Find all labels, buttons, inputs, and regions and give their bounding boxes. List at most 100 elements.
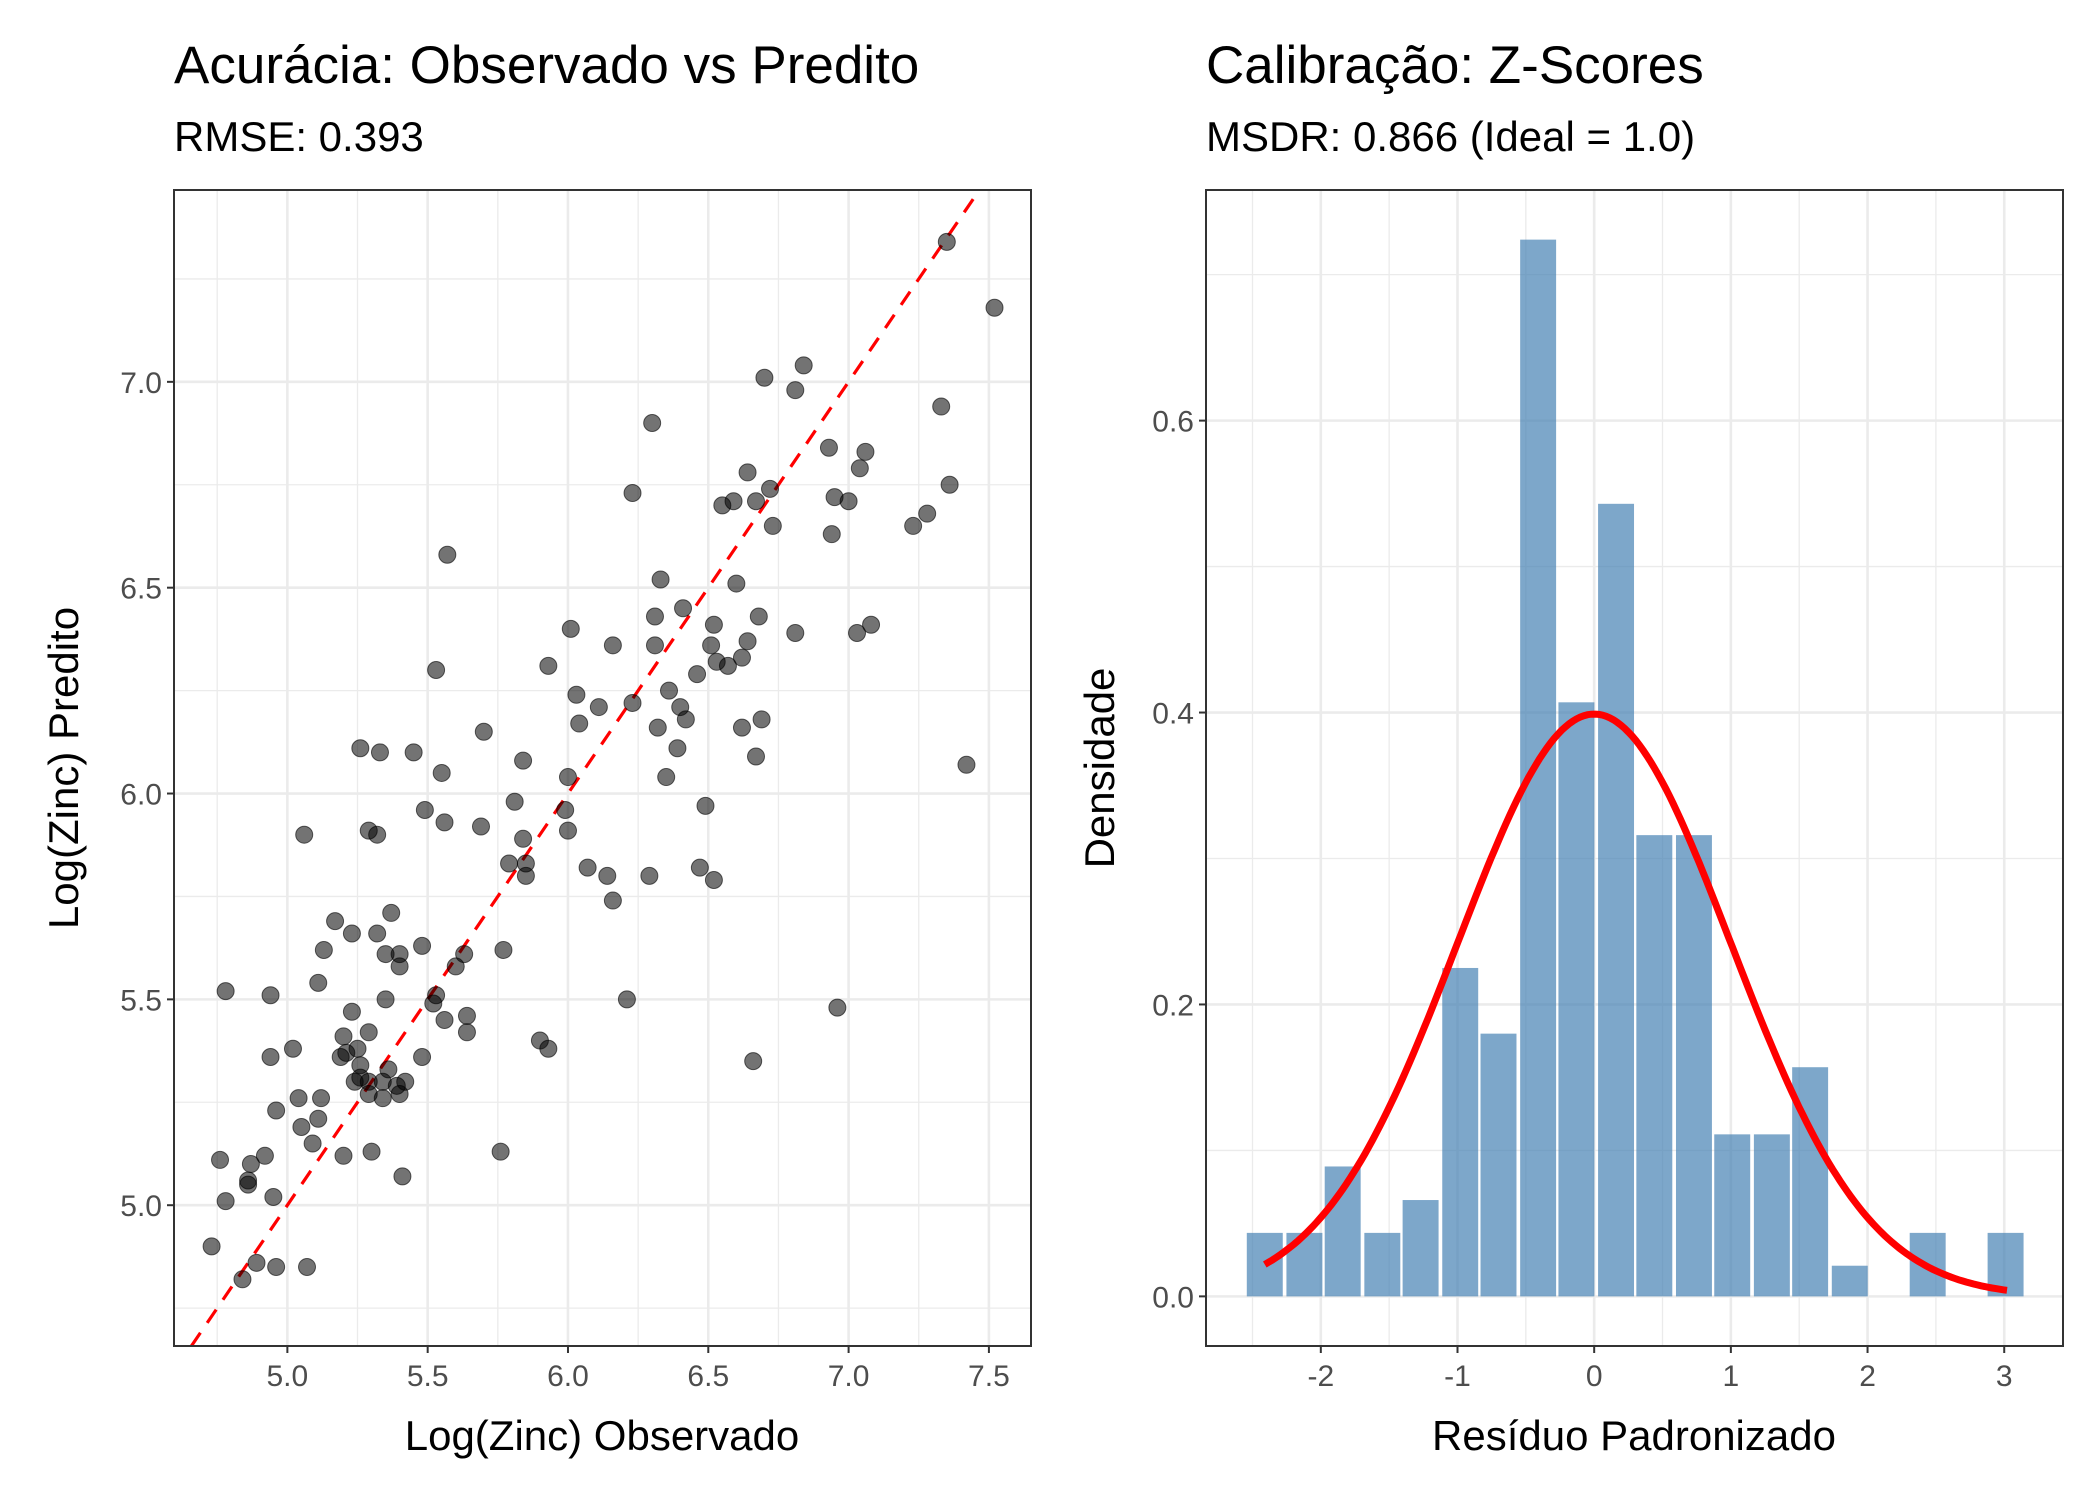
- scatter-point: [839, 492, 858, 511]
- scatter-x-tick-label: 6.5: [687, 1360, 729, 1393]
- histogram-bar: [1364, 1232, 1401, 1297]
- histogram-x-tick-label: -1: [1444, 1360, 1471, 1393]
- histogram-panel-border: [1205, 189, 2064, 1347]
- scatter-point: [690, 858, 709, 877]
- scatter-point: [390, 957, 409, 976]
- scatter-point: [558, 768, 577, 787]
- scatter-y-tick-label: 6.0: [120, 779, 162, 812]
- scatter-point: [744, 1052, 763, 1071]
- scatter-point: [570, 714, 589, 733]
- histogram-bar: [1636, 835, 1673, 1297]
- scatter-point: [623, 483, 642, 502]
- scatter-point: [539, 656, 558, 675]
- scatter-point: [657, 768, 676, 787]
- scatter-point: [702, 636, 721, 655]
- scatter-point: [415, 800, 434, 819]
- scatter-point: [264, 1187, 283, 1206]
- scatter-point: [233, 1270, 252, 1289]
- histogram-axis-ticks: -2 -1 0 1 2 3 0.0 0.2 0.4 0.6: [1152, 406, 2012, 1393]
- histogram-bar: [1598, 503, 1635, 1297]
- scatter-point: [312, 1089, 331, 1108]
- scatter-point: [763, 516, 782, 535]
- scatter-point: [390, 1085, 409, 1104]
- scatter-point: [819, 438, 838, 457]
- scatter-point: [247, 1253, 266, 1272]
- scatter-grid: [174, 190, 1031, 1346]
- histogram-grid: [1206, 190, 2063, 1346]
- histogram-y-tick-label: 0.4: [1152, 698, 1194, 731]
- scatter-point: [362, 1142, 381, 1161]
- histogram-chart: Calibração: Z-Scores MSDR: 0.866 (Ideal …: [1076, 36, 2064, 1459]
- scatter-x-tick-label: 5.0: [267, 1360, 309, 1393]
- scatter-point: [918, 504, 937, 523]
- histogram-bar: [1520, 239, 1557, 1297]
- scatter-point: [438, 545, 457, 564]
- scatter-point: [558, 821, 577, 840]
- scatter-point: [239, 1175, 258, 1194]
- scatter-point: [216, 982, 235, 1001]
- scatter-point: [674, 599, 693, 618]
- scatter-point: [603, 891, 622, 910]
- scatter-point: [732, 648, 751, 667]
- scatter-point: [904, 516, 923, 535]
- scatter-point: [342, 924, 361, 943]
- scatter-point: [342, 1002, 361, 1021]
- histogram-y-tick-label: 0.2: [1152, 989, 1194, 1022]
- scatter-point: [651, 570, 670, 589]
- scatter-point: [435, 1010, 454, 1029]
- scatter-point: [211, 1150, 230, 1169]
- scatter-point: [746, 492, 765, 511]
- scatter-point: [261, 986, 280, 1005]
- scatter-point: [267, 1257, 286, 1276]
- scatter-point: [660, 681, 679, 700]
- scatter-point: [368, 924, 387, 943]
- scatter-point: [688, 665, 707, 684]
- scatter-point: [985, 298, 1004, 317]
- scatter-point: [334, 1027, 353, 1046]
- scatter-point: [598, 866, 617, 885]
- scatter-point: [850, 459, 869, 478]
- scatter-point: [413, 936, 432, 955]
- scatter-point: [457, 1023, 476, 1042]
- scatter-point: [404, 743, 423, 762]
- histogram-y-tick-label: 0.6: [1152, 406, 1194, 439]
- scatter-point: [603, 636, 622, 655]
- scatter-point: [704, 615, 723, 634]
- scatter-point: [471, 817, 490, 836]
- scatter-y-tick-label: 5.5: [120, 984, 162, 1017]
- scatter-point: [216, 1192, 235, 1211]
- scatter-point: [643, 414, 662, 433]
- histogram-bar: [1558, 702, 1595, 1297]
- scatter-point: [267, 1101, 286, 1120]
- scatter-x-tick-label: 6.0: [547, 1360, 589, 1393]
- scatter-point: [514, 829, 533, 848]
- scatter-point: [455, 945, 474, 964]
- scatter-point: [494, 940, 513, 959]
- scatter-point: [370, 743, 389, 762]
- scatter-chart: Acurácia: Observado vs Predito RMSE: 0.3…: [40, 36, 1032, 1459]
- scatter-x-tick-label: 7.5: [968, 1360, 1010, 1393]
- normal-density-curve: [1263, 710, 2008, 1294]
- scatter-point: [623, 693, 642, 712]
- scatter-point: [822, 525, 841, 544]
- scatter-point: [556, 800, 575, 819]
- scatter-point: [298, 1257, 317, 1276]
- scatter-x-tick-label: 5.5: [407, 1360, 449, 1393]
- scatter-point: [516, 866, 535, 885]
- scatter-point: [713, 496, 732, 515]
- normal-curve-group: [1263, 710, 2008, 1294]
- scatter-point: [727, 574, 746, 593]
- scatter-point: [856, 442, 875, 461]
- histogram-subtitle: MSDR: 0.866 (Ideal = 1.0): [1206, 113, 1695, 160]
- scatter-point: [368, 825, 387, 844]
- scatter-point: [351, 739, 370, 758]
- scatter-point: [567, 685, 586, 704]
- scatter-point: [828, 998, 847, 1017]
- scatter-point: [940, 475, 959, 494]
- scatter-point: [848, 623, 867, 642]
- scatter-point: [435, 813, 454, 832]
- scatter-x-axis-title: Log(Zinc) Observado: [405, 1412, 800, 1459]
- histogram-x-tick-label: 2: [1859, 1360, 1876, 1393]
- scatter-point: [500, 854, 519, 873]
- scatter-point: [241, 1155, 260, 1174]
